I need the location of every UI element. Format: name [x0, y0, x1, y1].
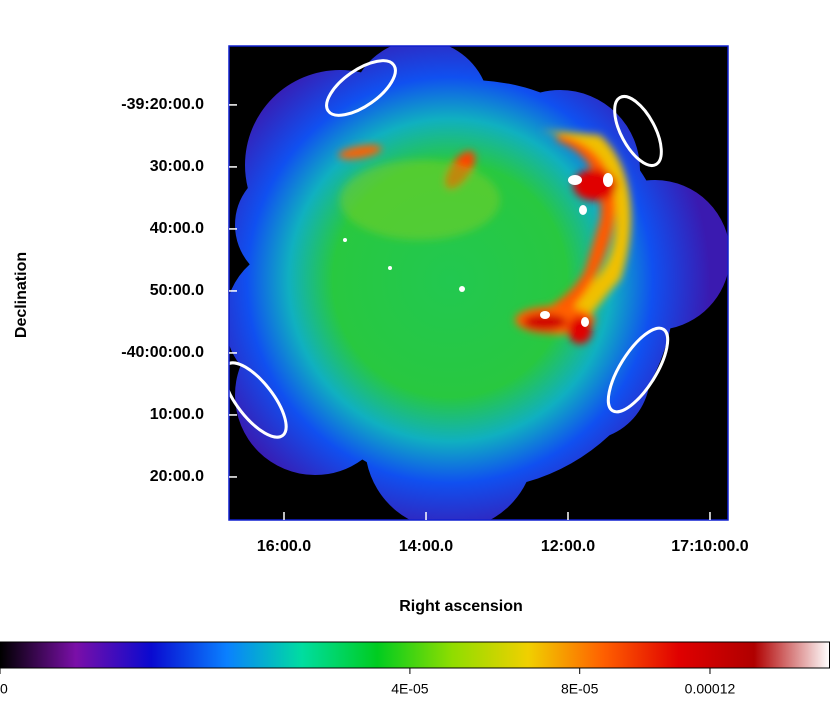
plot-frame	[228, 45, 729, 521]
colorbar-tick-label: 0.00012	[685, 681, 736, 697]
x-tick-label: 14:00.0	[399, 538, 453, 555]
y-tick-label: 10:00.0	[150, 406, 204, 423]
colorbar-tick-label: 4E-05	[391, 681, 429, 697]
y-tick-label: -39:20:00.0	[121, 96, 204, 113]
y-tick-label: 20:00.0	[150, 468, 204, 485]
sky-image	[229, 46, 728, 520]
colorbar-tick-label: 0	[0, 681, 8, 697]
y-tick-label: -40:00:00.0	[121, 344, 204, 361]
y-tick-label: 40:00.0	[150, 220, 204, 237]
x-axis-label: Right ascension	[399, 598, 523, 615]
colorbar	[0, 641, 830, 669]
x-tick-label: 17:10:00.0	[671, 538, 748, 555]
y-axis-label: Declination	[13, 252, 30, 338]
x-tick-label: 16:00.0	[257, 538, 311, 555]
x-tick-label: 12:00.0	[541, 538, 595, 555]
y-tick-label: 50:00.0	[150, 282, 204, 299]
colorbar-tick-label: 8E-05	[561, 681, 599, 697]
y-tick-label: 30:00.0	[150, 158, 204, 175]
